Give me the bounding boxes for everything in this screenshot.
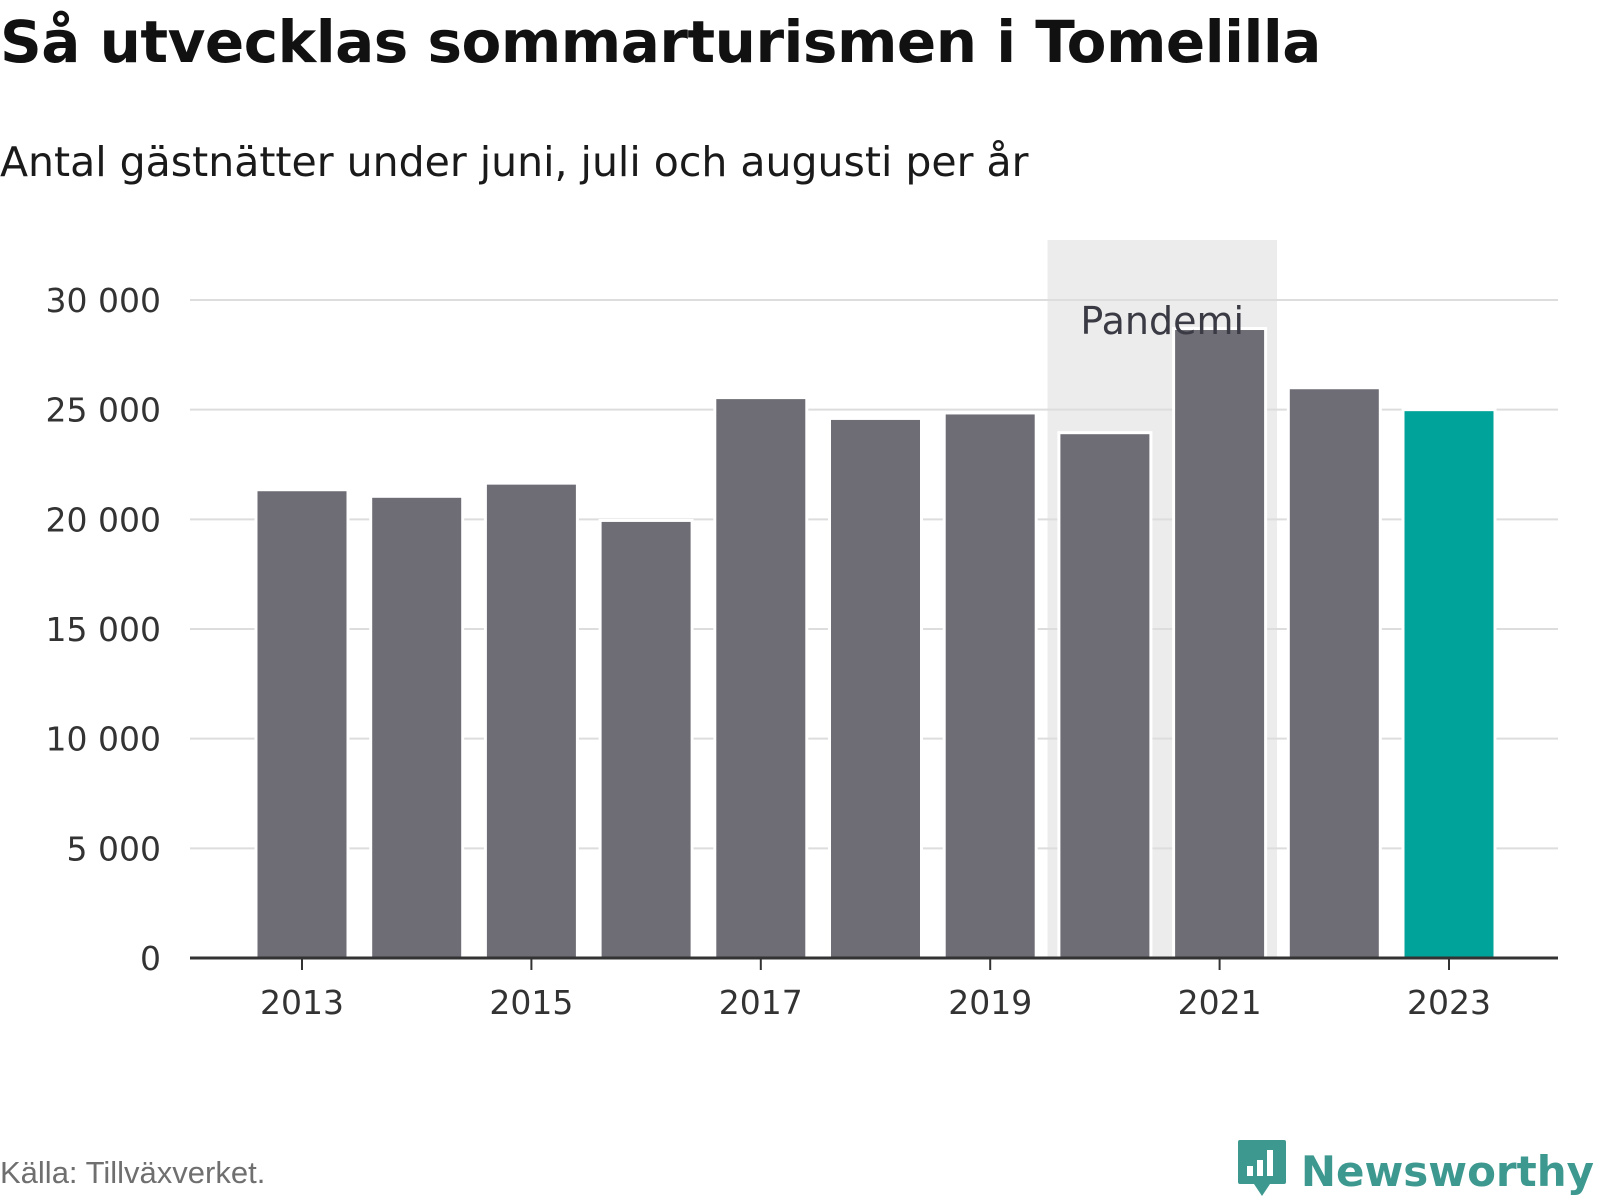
x-tick-label: 2017 (719, 983, 803, 1022)
chart-title: Så utvecklas sommarturismen i Tomelilla (0, 8, 1321, 76)
x-tick-label: 2019 (948, 983, 1032, 1022)
bar-2020 (1057, 431, 1153, 960)
brand-name: Newsworthy (1300, 1146, 1594, 1196)
source-note: Källa: Tillväxverket. (0, 1155, 266, 1190)
y-tick-label: 25 000 (46, 391, 161, 430)
y-tick-label: 5 000 (67, 829, 161, 868)
bar-2017 (713, 396, 809, 960)
y-tick-label: 10 000 (46, 720, 161, 759)
y-tick-label: 0 (140, 939, 161, 978)
y-tick-label: 15 000 (46, 610, 161, 649)
bar-2019 (942, 411, 1038, 960)
bar-2021 (1172, 327, 1268, 960)
x-tick-label: 2015 (489, 983, 573, 1022)
bar-2016 (598, 518, 694, 960)
x-tick-label: 2013 (260, 983, 344, 1022)
x-tick-label: 2021 (1178, 983, 1262, 1022)
y-tick-label: 30 000 (46, 281, 161, 320)
y-tick-label: 20 000 (46, 500, 161, 539)
bar-chart: 0 5 000 10 000 15 000 20 000 25 000 30 000 Pand… (46, 240, 1558, 1022)
x-tick-label: 2023 (1407, 983, 1491, 1022)
bar-2018 (828, 416, 923, 960)
bar-2015 (483, 481, 579, 960)
bar-chart-speech-bubble-icon (1237, 1138, 1287, 1204)
bar-2014 (369, 494, 465, 960)
pandemic-label: Pandemi (1080, 299, 1244, 343)
bar-2022 (1286, 386, 1382, 960)
bar-2023 (1401, 408, 1497, 960)
brand-logo: Newsworthy (1237, 1138, 1594, 1204)
chart-subtitle: Antal gästnätter under juni, juli och au… (0, 138, 1029, 186)
bar-2013 (254, 488, 350, 960)
